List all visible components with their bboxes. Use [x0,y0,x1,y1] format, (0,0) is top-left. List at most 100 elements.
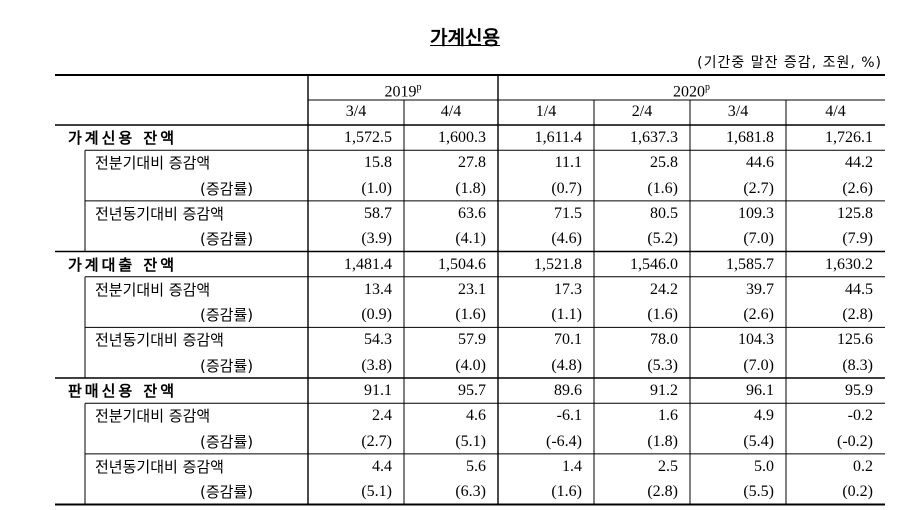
year: 2019 [384,83,417,101]
row-label: 전분기대비 증감액 [95,407,211,426]
cell: 11.1 [554,154,582,172]
cell: (0.2) [842,483,873,501]
group-title: 가계대출 잔액 [68,255,178,274]
cell: 1,481.4 [344,255,392,273]
cell: 80.5 [650,204,678,222]
cell: (5.2) [647,230,678,248]
quarter-header: 4/4 [440,103,462,120]
cell: 1.4 [562,457,582,475]
cell: 71.5 [554,204,582,222]
cell: 1,600.3 [438,129,486,146]
cell: (7.0) [743,356,774,374]
cell: (2.6) [842,179,873,197]
row-label: 전년동기대비 증감액 [95,331,224,350]
cell: 1,521.8 [534,255,582,273]
cell: (4.8) [551,356,582,374]
cell: 125.8 [837,204,873,222]
row-label: 전년동기대비 증감액 [95,457,224,476]
cell: (4.6) [551,230,582,248]
cell: (1.6) [551,483,582,501]
cell: 1,630.2 [825,255,873,273]
row-label: (증감률) [200,432,254,451]
cell: (5.1) [361,483,392,501]
cell: 57.9 [458,331,486,349]
quarter-header: 4/4 [825,103,846,120]
year: 2020 [673,83,705,101]
title: 가계신용 [430,27,500,49]
cell: 23.1 [458,280,486,298]
cell: 96.1 [746,382,774,399]
cell: (5.1) [455,432,486,450]
row-label: (증감률) [200,230,254,249]
cell: (1.8) [455,179,486,197]
row-label: 전분기대비 증감액 [95,280,211,299]
group-title: 가계신용 잔액 [68,129,178,147]
cell: (2.8) [842,306,873,324]
cell: (4.0) [455,356,486,374]
row-label: (증감률) [200,483,254,502]
cell: 1,611.4 [534,129,582,146]
cell: (2.7) [743,179,774,197]
cell: 25.8 [650,154,678,172]
cell: 1,637.3 [630,129,678,146]
cell: 125.6 [837,331,873,349]
cell: (2.6) [743,306,774,324]
cell: 5.6 [466,457,486,475]
cell: (0.7) [551,179,582,197]
cell: (1.6) [647,179,678,197]
cell: (-6.4) [546,432,582,450]
cell: 58.7 [364,204,392,222]
cell: 0.2 [853,457,873,475]
cell: 44.2 [845,154,873,172]
cell: (5.3) [647,356,678,374]
cell: 44.6 [746,154,774,172]
cell: 89.6 [554,382,582,399]
cell: (-0.2) [837,432,873,450]
cell: 5.0 [754,457,774,475]
cell: 91.1 [364,382,392,399]
cell: 44.5 [845,280,873,298]
cell: 63.6 [458,204,486,222]
quarter-header: 1/4 [535,103,557,120]
cell: (1.0) [361,179,392,197]
row-label: 전분기대비 증감액 [95,154,211,173]
cell: (7.0) [743,230,774,248]
cell: -0.2 [847,407,873,425]
unit: (기간중 말잔 증감, 조원, %) [697,55,882,71]
cell: 15.8 [364,154,392,172]
cell: (0.9) [361,306,392,324]
year-header: 2019p [308,78,498,102]
cell: 104.3 [738,331,774,349]
cell: (1.6) [647,306,678,324]
cell: 24.2 [650,280,678,298]
cell: (3.9) [361,230,392,248]
cell: (1.1) [551,306,582,324]
cell: 13.4 [364,280,392,298]
cell: 1,504.6 [438,255,486,273]
cell: (6.3) [455,483,486,501]
cell: 39.7 [746,280,774,298]
cell: 95.7 [458,382,486,399]
cell: (7.9) [842,230,873,248]
cell: (5.4) [743,432,774,450]
cell: 17.3 [554,280,582,298]
cell: 1.6 [658,407,678,425]
cell: 2.5 [658,457,678,475]
cell: -6.1 [556,407,582,425]
cell: 1,585.7 [726,255,774,273]
cell: 2.4 [372,407,392,425]
year-sup: p [705,82,710,93]
cell: (5.5) [743,483,774,501]
cell: 27.8 [458,154,486,172]
cell: 1,572.5 [344,129,392,146]
cell: 78.0 [650,331,678,349]
row-label: (증감률) [200,306,254,325]
group-title: 판매신용 잔액 [68,382,178,400]
cell: 1,546.0 [630,255,678,273]
cell: (8.3) [842,356,873,374]
quarter-header: 3/4 [727,103,749,120]
cell: 70.1 [554,331,582,349]
year-sup: p [416,82,422,93]
